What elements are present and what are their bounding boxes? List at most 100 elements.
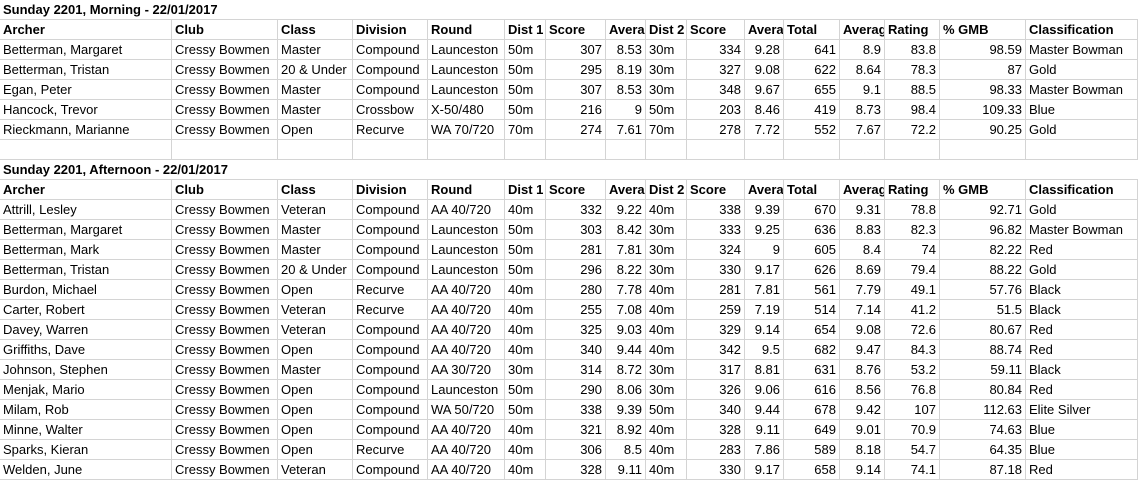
table-cell[interactable]: 50m <box>505 60 546 80</box>
table-cell[interactable]: 328 <box>687 420 745 440</box>
table-cell[interactable]: 9.11 <box>745 420 784 440</box>
table-cell[interactable]: 9.22 <box>606 200 646 220</box>
empty-cell[interactable] <box>745 140 784 160</box>
table-cell[interactable]: 96.82 <box>940 220 1026 240</box>
table-cell[interactable]: 216 <box>546 100 606 120</box>
table-cell[interactable]: 7.72 <box>745 120 784 140</box>
table-cell[interactable]: Cressy Bowmen <box>172 420 278 440</box>
section-title[interactable]: Sunday 2201, Afternoon - 22/01/2017 <box>0 160 1138 180</box>
table-cell[interactable]: 84.3 <box>885 340 940 360</box>
table-cell[interactable]: 50m <box>505 260 546 280</box>
table-cell[interactable]: AA 40/720 <box>428 200 505 220</box>
table-cell[interactable]: 40m <box>646 300 687 320</box>
table-cell[interactable]: 678 <box>784 400 840 420</box>
empty-cell[interactable] <box>840 140 885 160</box>
table-cell[interactable]: 40m <box>505 300 546 320</box>
table-cell[interactable]: 8.42 <box>606 220 646 240</box>
table-cell[interactable]: Red <box>1026 380 1138 400</box>
table-cell[interactable]: Compound <box>353 200 428 220</box>
table-cell[interactable]: 90.25 <box>940 120 1026 140</box>
table-cell[interactable]: 283 <box>687 440 745 460</box>
table-cell[interactable]: 30m <box>646 60 687 80</box>
table-cell[interactable]: 8.5 <box>606 440 646 460</box>
table-cell[interactable]: Open <box>278 400 353 420</box>
table-cell[interactable]: 514 <box>784 300 840 320</box>
table-cell[interactable]: 296 <box>546 260 606 280</box>
table-cell[interactable]: 9.14 <box>840 460 885 480</box>
table-cell[interactable]: 333 <box>687 220 745 240</box>
table-cell[interactable]: 9.5 <box>745 340 784 360</box>
table-cell[interactable]: Cressy Bowmen <box>172 280 278 300</box>
table-cell[interactable]: Compound <box>353 460 428 480</box>
table-cell[interactable]: 50m <box>505 100 546 120</box>
table-cell[interactable]: Compound <box>353 40 428 60</box>
table-cell[interactable]: 88.74 <box>940 340 1026 360</box>
table-cell[interactable]: 80.67 <box>940 320 1026 340</box>
column-header[interactable]: Class <box>278 180 353 200</box>
table-cell[interactable]: Master <box>278 100 353 120</box>
table-cell[interactable]: 274 <box>546 120 606 140</box>
table-cell[interactable]: Cressy Bowmen <box>172 360 278 380</box>
column-header[interactable]: Dist 1 <box>505 20 546 40</box>
table-cell[interactable]: 281 <box>546 240 606 260</box>
table-cell[interactable]: Blue <box>1026 440 1138 460</box>
column-header[interactable]: Round <box>428 180 505 200</box>
table-cell[interactable]: 9.14 <box>745 320 784 340</box>
table-cell[interactable]: 88.5 <box>885 80 940 100</box>
table-cell[interactable]: 88.22 <box>940 260 1026 280</box>
table-cell[interactable]: Cressy Bowmen <box>172 220 278 240</box>
table-cell[interactable]: 670 <box>784 200 840 220</box>
table-cell[interactable]: Betterman, Tristan <box>0 260 172 280</box>
table-cell[interactable]: 70m <box>646 120 687 140</box>
table-cell[interactable]: 92.71 <box>940 200 1026 220</box>
table-cell[interactable]: 40m <box>646 420 687 440</box>
table-cell[interactable]: 49.1 <box>885 280 940 300</box>
table-cell[interactable]: 30m <box>646 260 687 280</box>
table-cell[interactable]: 8.92 <box>606 420 646 440</box>
table-cell[interactable]: 203 <box>687 100 745 120</box>
table-cell[interactable]: Elite Silver <box>1026 400 1138 420</box>
table-cell[interactable]: 334 <box>687 40 745 60</box>
table-cell[interactable]: 40m <box>505 340 546 360</box>
table-cell[interactable]: Cressy Bowmen <box>172 80 278 100</box>
table-cell[interactable]: X-50/480 <box>428 100 505 120</box>
column-header[interactable]: Score <box>687 20 745 40</box>
table-cell[interactable]: 112.63 <box>940 400 1026 420</box>
table-cell[interactable]: 9 <box>745 240 784 260</box>
table-cell[interactable]: 30m <box>646 360 687 380</box>
table-cell[interactable]: 54.7 <box>885 440 940 460</box>
table-cell[interactable]: 325 <box>546 320 606 340</box>
table-cell[interactable]: 278 <box>687 120 745 140</box>
table-cell[interactable]: Launceston <box>428 60 505 80</box>
table-cell[interactable]: Cressy Bowmen <box>172 380 278 400</box>
column-header[interactable]: % GMB <box>940 20 1026 40</box>
table-cell[interactable]: Rieckmann, Marianne <box>0 120 172 140</box>
table-cell[interactable]: 552 <box>784 120 840 140</box>
table-cell[interactable]: Compound <box>353 380 428 400</box>
table-cell[interactable]: 98.33 <box>940 80 1026 100</box>
table-cell[interactable]: 8.73 <box>840 100 885 120</box>
table-cell[interactable]: 40m <box>646 200 687 220</box>
table-cell[interactable]: 9.06 <box>745 380 784 400</box>
table-cell[interactable]: Open <box>278 420 353 440</box>
table-cell[interactable]: Cressy Bowmen <box>172 120 278 140</box>
table-cell[interactable]: 70.9 <box>885 420 940 440</box>
table-cell[interactable]: 8.81 <box>745 360 784 380</box>
table-cell[interactable]: AA 40/720 <box>428 440 505 460</box>
table-cell[interactable]: 342 <box>687 340 745 360</box>
table-cell[interactable]: 40m <box>646 340 687 360</box>
table-cell[interactable]: Cressy Bowmen <box>172 340 278 360</box>
table-cell[interactable]: 8.72 <box>606 360 646 380</box>
table-cell[interactable]: 87.18 <box>940 460 1026 480</box>
table-cell[interactable]: Cressy Bowmen <box>172 60 278 80</box>
empty-cell[interactable] <box>687 140 745 160</box>
table-cell[interactable]: Milam, Rob <box>0 400 172 420</box>
table-cell[interactable]: 324 <box>687 240 745 260</box>
table-cell[interactable]: 79.4 <box>885 260 940 280</box>
table-cell[interactable]: 57.76 <box>940 280 1026 300</box>
table-cell[interactable]: Betterman, Mark <box>0 240 172 260</box>
table-cell[interactable]: Crossbow <box>353 100 428 120</box>
table-cell[interactable]: 8.46 <box>745 100 784 120</box>
column-header[interactable]: Avera <box>745 20 784 40</box>
table-cell[interactable]: Master <box>278 360 353 380</box>
